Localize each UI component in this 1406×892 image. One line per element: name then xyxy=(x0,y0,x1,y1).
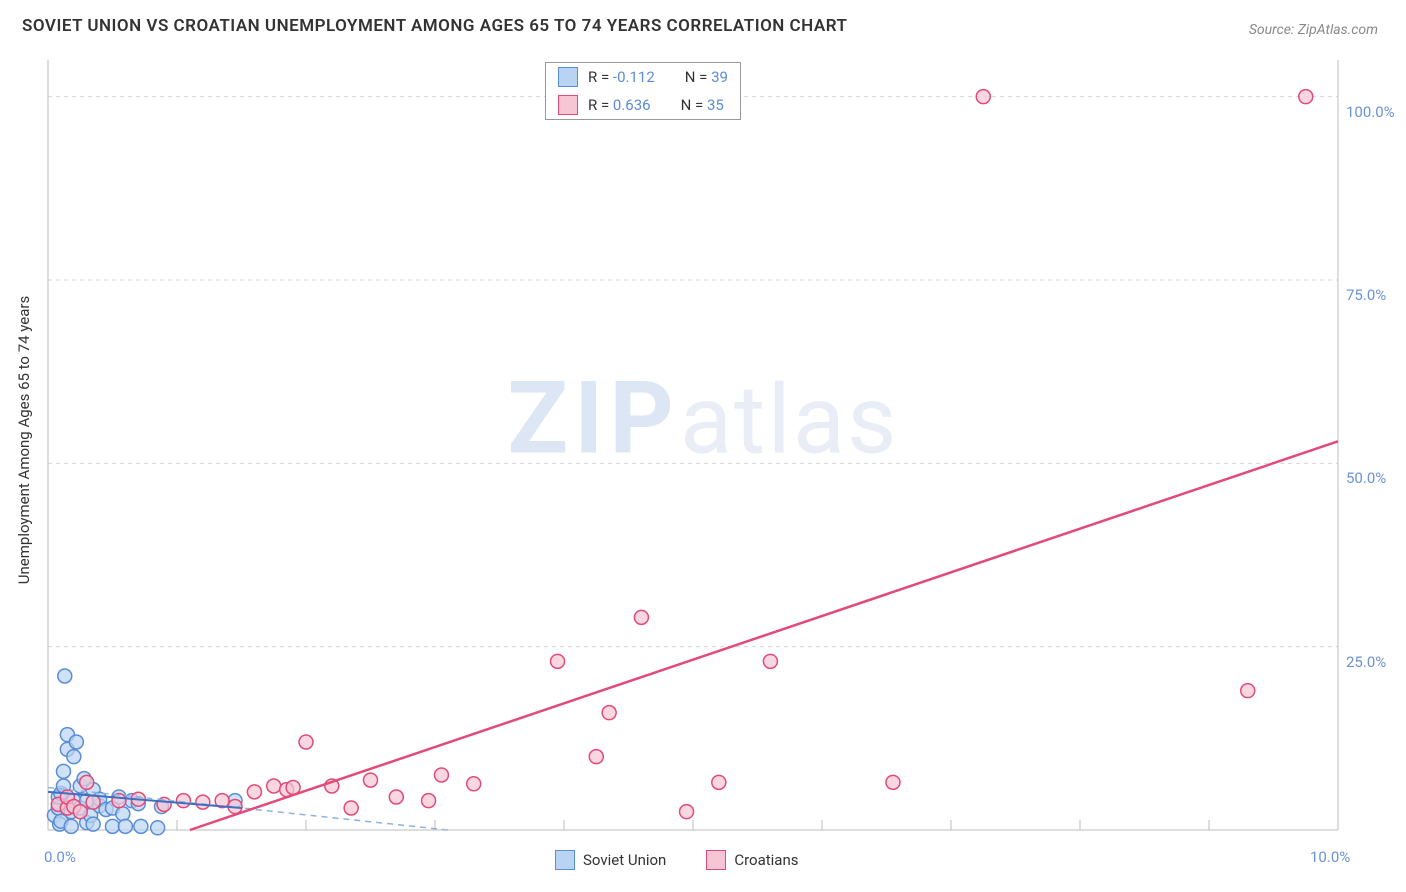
legend-swatch xyxy=(558,95,578,115)
series-legend: Soviet Union Croatians xyxy=(555,850,799,870)
r-label: R = -0.112 xyxy=(588,68,655,86)
scatter-plot xyxy=(0,0,1406,892)
legend-item: Soviet Union xyxy=(555,850,666,870)
r-label: R = 0.636 xyxy=(588,96,651,114)
x-tick-label: 10.0% xyxy=(1310,848,1350,866)
legend-swatch xyxy=(555,850,575,870)
y-tick-label: 75.0% xyxy=(1346,286,1386,304)
legend-item: Croatians xyxy=(706,850,798,870)
legend-swatch xyxy=(558,67,578,87)
x-tick-label: 0.0% xyxy=(44,848,76,866)
stats-legend-row: R = 0.636 N = 35 xyxy=(546,91,740,119)
n-label: N = 35 xyxy=(681,96,724,114)
y-tick-label: 100.0% xyxy=(1346,103,1395,121)
stats-legend: R = -0.112 N = 39 R = 0.636 N = 35 xyxy=(545,62,741,120)
legend-label: Croatians xyxy=(734,851,798,869)
n-label: N = 39 xyxy=(685,68,728,86)
y-tick-label: 25.0% xyxy=(1346,653,1386,671)
legend-label: Soviet Union xyxy=(583,851,666,869)
legend-swatch xyxy=(706,850,726,870)
stats-legend-row: R = -0.112 N = 39 xyxy=(546,63,740,91)
y-tick-label: 50.0% xyxy=(1346,469,1386,487)
